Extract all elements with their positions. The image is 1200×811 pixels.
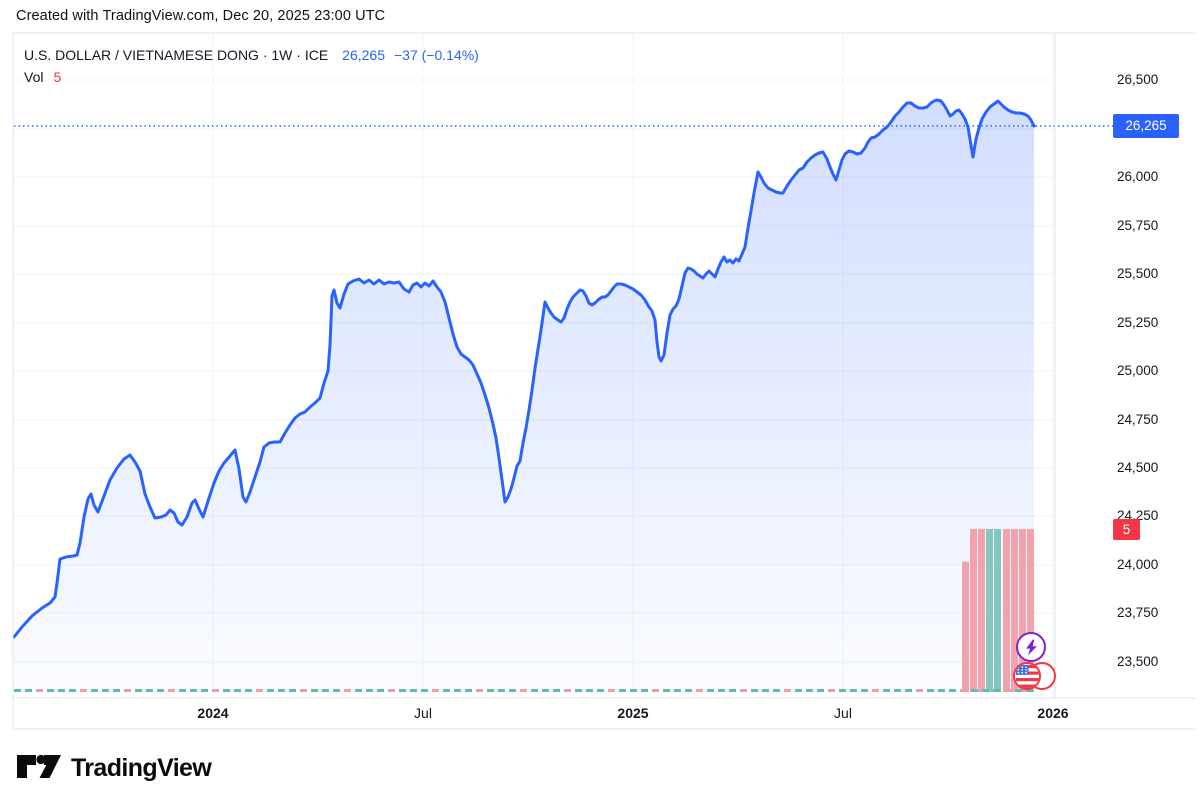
volume-value-badge: 5	[1113, 519, 1140, 540]
price-tick-label: 23,500	[1117, 654, 1159, 669]
tradingview-logo-mark	[17, 754, 61, 778]
time-tick-label: Jul	[834, 705, 852, 721]
price-change: −37 (−0.14%)	[394, 47, 479, 63]
time-tick-label: Jul	[414, 705, 432, 721]
price-tick-label: 24,500	[1117, 460, 1159, 475]
volume-bar	[962, 561, 969, 692]
volume-bar	[978, 529, 985, 692]
tradingview-logo-text: TradingView	[71, 753, 212, 782]
volume-label: Vol	[24, 69, 44, 85]
price-tick-label: 26,000	[1117, 169, 1159, 184]
price-tick-label: 25,000	[1117, 363, 1159, 378]
volume-bar	[994, 529, 1001, 692]
volume-bar	[1003, 529, 1010, 692]
time-tick-label: 2024	[197, 705, 229, 721]
volume-bar	[986, 529, 993, 692]
price-tick-label: 25,250	[1117, 315, 1159, 330]
symbol-title: U.S. DOLLAR / VIETNAMESE DONG · 1W · ICE	[24, 47, 329, 63]
current-price-badge: 26,265	[1113, 114, 1179, 138]
price-tick-label: 24,750	[1117, 412, 1159, 427]
price-tick-label: 25,500	[1117, 266, 1159, 281]
area-fill	[14, 100, 1034, 692]
lightning-event-icon[interactable]	[1016, 632, 1046, 662]
volume-bar	[1027, 529, 1034, 692]
price-line	[12, 98, 1036, 639]
price-tick-label: 24,000	[1117, 557, 1159, 572]
price-tick-label: 26,500	[1117, 72, 1159, 87]
attribution-text: Created with TradingView.com, Dec 20, 20…	[16, 8, 386, 24]
volume-value: 5	[53, 69, 62, 85]
volume-bar	[970, 529, 977, 692]
us-flag-icon	[1015, 664, 1039, 688]
us-flag-event-icon[interactable]	[1013, 662, 1041, 690]
price-tick-label: 23,750	[1117, 605, 1159, 620]
tradingview-logo[interactable]: TradingView	[16, 752, 212, 784]
volume-bar	[1011, 529, 1018, 692]
volume-bar	[1019, 529, 1026, 692]
time-tick-label: 2026	[1037, 705, 1069, 721]
price-tick-label: 25,750	[1117, 218, 1159, 233]
volume-baseline-dashes	[14, 689, 1035, 692]
chart-legend: U.S. DOLLAR / VIETNAMESE DONG · 1W · ICE…	[24, 47, 479, 86]
lightning-bolt-icon	[1025, 639, 1037, 655]
last-price: 26,265	[342, 47, 385, 63]
time-tick-label: 2025	[617, 705, 649, 721]
